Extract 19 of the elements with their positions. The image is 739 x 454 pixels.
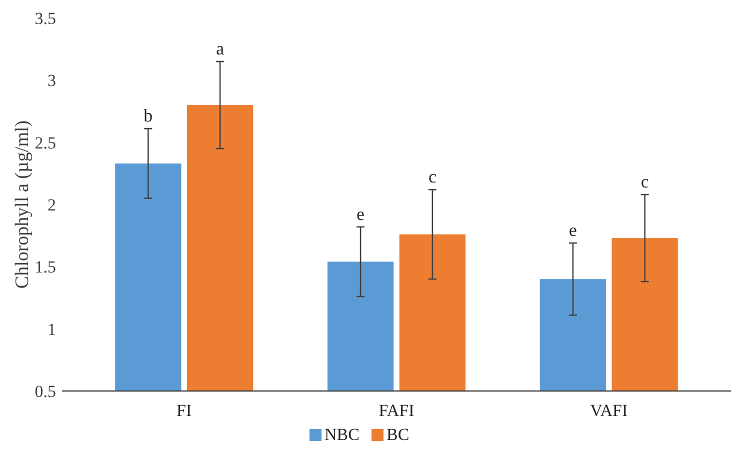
x-tick-label: FAFI bbox=[378, 401, 415, 420]
annotation: b bbox=[144, 106, 153, 126]
y-tick-label: 1 bbox=[48, 320, 56, 339]
y-tick-label: 1.5 bbox=[34, 258, 56, 277]
y-axis-title: Chlorophyll a (µg/ml) bbox=[12, 120, 33, 289]
annotation: e bbox=[568, 220, 577, 240]
y-tick-label: 2.5 bbox=[34, 133, 56, 152]
annotation: e bbox=[356, 204, 365, 224]
y-tick-label: 2 bbox=[48, 196, 56, 214]
annotation: a bbox=[216, 38, 224, 59]
y-tick-label: 0.5 bbox=[34, 382, 56, 401]
y-tick-label: 3.5 bbox=[34, 9, 56, 28]
x-tick-label: VAFI bbox=[590, 401, 628, 420]
legend-label: NBC bbox=[324, 425, 360, 444]
annotation: c bbox=[428, 166, 436, 187]
annotation: c bbox=[640, 172, 649, 192]
y-tick-label: 3 bbox=[48, 71, 56, 90]
legend-label: BC bbox=[386, 425, 410, 444]
x-tick-label: FI bbox=[176, 401, 192, 420]
